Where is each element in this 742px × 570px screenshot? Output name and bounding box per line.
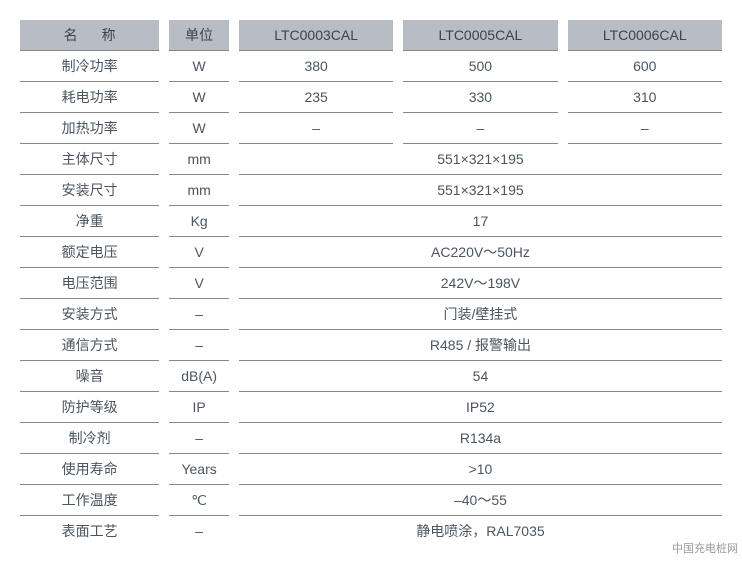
table-row: 工作温度 ℃ –40～55 bbox=[20, 485, 722, 516]
row-name: 防护等级 bbox=[20, 392, 159, 423]
row-value: 静电喷涂，RAL7035 bbox=[239, 516, 722, 546]
table-row: 额定电压 V AC220V～50Hz bbox=[20, 237, 722, 268]
table-body: 制冷功率W380500600耗电功率W235330310加热功率W–––主体尺寸… bbox=[20, 51, 722, 546]
row-value: 551×321×195 bbox=[239, 175, 722, 206]
row-value: 242V～198V bbox=[239, 268, 722, 299]
table-row: 使用寿命 Years >10 bbox=[20, 454, 722, 485]
row-unit: Years bbox=[169, 454, 229, 485]
hdr-m3: LTC0006CAL bbox=[568, 20, 722, 51]
table-row: 安装方式–门装/壁挂式 bbox=[20, 299, 722, 330]
row-v1: 235 bbox=[239, 82, 393, 113]
table-row: 安装尺寸 mm 551×321×195 bbox=[20, 175, 722, 206]
hdr-name: 名称 bbox=[20, 20, 159, 51]
row-value: 门装/壁挂式 bbox=[239, 299, 722, 330]
watermark: 中国充电桩网 bbox=[672, 540, 738, 556]
row-unit: V bbox=[169, 237, 229, 268]
row-unit: – bbox=[169, 330, 229, 361]
hdr-m2: LTC0005CAL bbox=[403, 20, 557, 51]
row-unit: dB(A) bbox=[169, 361, 229, 392]
row-name: 净重 bbox=[20, 206, 159, 237]
row-name: 通信方式 bbox=[20, 330, 159, 361]
row-v3: 600 bbox=[568, 51, 722, 82]
row-unit: – bbox=[169, 516, 229, 546]
spec-table: 名称 单位 LTC0003CAL LTC0005CAL LTC0006CAL 制… bbox=[20, 20, 722, 546]
row-value: IP52 bbox=[239, 392, 722, 423]
hdr-m1: LTC0003CAL bbox=[239, 20, 393, 51]
row-value: AC220V～50Hz bbox=[239, 237, 722, 268]
row-unit: V bbox=[169, 268, 229, 299]
table-row: 加热功率W––– bbox=[20, 113, 722, 144]
row-unit: W bbox=[169, 113, 229, 144]
row-name: 制冷功率 bbox=[20, 51, 159, 82]
row-name: 额定电压 bbox=[20, 237, 159, 268]
row-unit: ℃ bbox=[169, 485, 229, 516]
row-unit: Kg bbox=[169, 206, 229, 237]
row-v3: 310 bbox=[568, 82, 722, 113]
row-value: –40～55 bbox=[239, 485, 722, 516]
row-name: 噪音 bbox=[20, 361, 159, 392]
row-unit: mm bbox=[169, 175, 229, 206]
table-row: 电压范围 V 242V～198V bbox=[20, 268, 722, 299]
row-unit: mm bbox=[169, 144, 229, 175]
row-name: 安装尺寸 bbox=[20, 175, 159, 206]
row-name: 使用寿命 bbox=[20, 454, 159, 485]
row-name: 安装方式 bbox=[20, 299, 159, 330]
row-value: 54 bbox=[239, 361, 722, 392]
row-name: 电压范围 bbox=[20, 268, 159, 299]
row-unit: – bbox=[169, 299, 229, 330]
row-value: >10 bbox=[239, 454, 722, 485]
row-v1: 380 bbox=[239, 51, 393, 82]
table-row: 噪音 dB(A) 54 bbox=[20, 361, 722, 392]
table-row: 主体尺寸 mm 551×321×195 bbox=[20, 144, 722, 175]
hdr-unit: 单位 bbox=[169, 20, 229, 51]
row-value: 551×321×195 bbox=[239, 144, 722, 175]
table-row: 净重 Kg 17 bbox=[20, 206, 722, 237]
row-v1: – bbox=[239, 113, 393, 144]
row-v2: 330 bbox=[403, 82, 557, 113]
row-unit: – bbox=[169, 423, 229, 454]
row-name: 制冷剂 bbox=[20, 423, 159, 454]
table-row: 通信方式–R485 / 报警输出 bbox=[20, 330, 722, 361]
table-row: 表面工艺–静电喷涂，RAL7035 bbox=[20, 516, 722, 546]
row-name: 主体尺寸 bbox=[20, 144, 159, 175]
row-name: 工作温度 bbox=[20, 485, 159, 516]
row-name: 耗电功率 bbox=[20, 82, 159, 113]
row-unit: W bbox=[169, 82, 229, 113]
row-value: R134a bbox=[239, 423, 722, 454]
row-value: R485 / 报警输出 bbox=[239, 330, 722, 361]
row-name: 表面工艺 bbox=[20, 516, 159, 546]
row-unit: W bbox=[169, 51, 229, 82]
row-value: 17 bbox=[239, 206, 722, 237]
header-row: 名称 单位 LTC0003CAL LTC0005CAL LTC0006CAL bbox=[20, 20, 722, 51]
table-row: 防护等级 IP IP52 bbox=[20, 392, 722, 423]
table-row: 耗电功率 W 235 330 310 bbox=[20, 82, 722, 113]
row-v3: – bbox=[568, 113, 722, 144]
row-unit: IP bbox=[169, 392, 229, 423]
row-v2: – bbox=[403, 113, 557, 144]
row-name: 加热功率 bbox=[20, 113, 159, 144]
table-row: 制冷剂–R134a bbox=[20, 423, 722, 454]
row-v2: 500 bbox=[403, 51, 557, 82]
table-row: 制冷功率 W 380 500 600 bbox=[20, 51, 722, 82]
